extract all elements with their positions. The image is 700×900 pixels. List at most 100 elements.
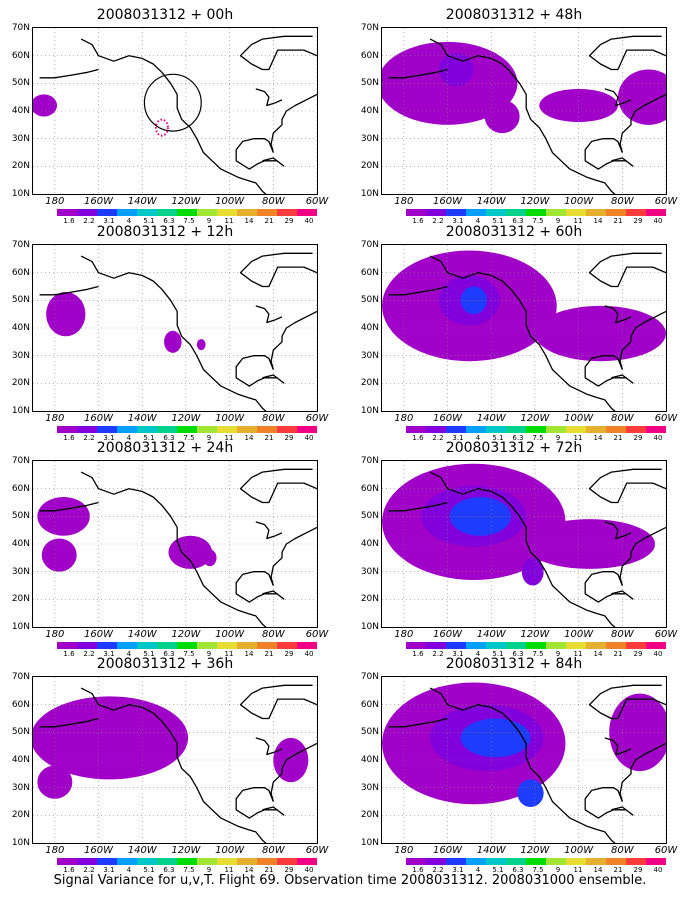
- panel-title: 2008031312 + 00h: [96, 7, 234, 23]
- colorbar-swatch: [297, 426, 317, 433]
- colorbar-label: 7.5: [183, 866, 195, 874]
- latitude-label: 50N: [360, 511, 379, 522]
- colorbar-swatch: [566, 426, 586, 433]
- colorbar-label: 2.2: [83, 434, 95, 442]
- colorbar-swatch: [237, 858, 257, 865]
- map-panel: 2008031312 + 48h 70N 60N 50N 40N 30N 20N 10N 180…: [349, 6, 679, 225]
- coastline: [429, 687, 616, 843]
- coastline: [239, 684, 317, 720]
- colorbar-swatch: [217, 209, 237, 216]
- latitude-label: 60N: [11, 267, 30, 278]
- colorbar-label: 21: [264, 650, 274, 658]
- colorbar-label: 3.1: [103, 434, 115, 442]
- latitude-label: 50N: [11, 511, 30, 522]
- variance-region: [484, 99, 520, 134]
- latitude-label: 20N: [360, 378, 379, 389]
- colorbar-label: 21: [613, 650, 623, 658]
- colorbar-swatch: [466, 858, 486, 865]
- panel-title: 2008031312 + 48h: [445, 7, 583, 23]
- colorbar-label: 7.5: [183, 650, 195, 658]
- coastline: [388, 501, 448, 512]
- colorbar-swatch: [426, 209, 446, 216]
- variance-region: [609, 693, 666, 772]
- latitude-label: 10N: [360, 189, 379, 199]
- coastline: [584, 787, 627, 819]
- coastline: [270, 526, 317, 586]
- colorbar-label: 3.1: [103, 866, 115, 874]
- colorbar-swatch: [446, 642, 466, 649]
- latitude-label: 20N: [11, 161, 30, 172]
- colorbar-label: 5.1: [143, 434, 155, 442]
- colorbar-swatch: [257, 426, 277, 433]
- latitude-label: 60N: [11, 483, 30, 494]
- coastline: [235, 355, 278, 387]
- colorbar-swatch: [277, 858, 297, 865]
- variance-region: [203, 549, 217, 567]
- colorbar-swatch: [526, 209, 546, 216]
- map-canvas: [382, 461, 666, 627]
- colorbar-swatch: [257, 858, 277, 865]
- map-canvas: [33, 245, 317, 411]
- colorbar-swatch: [157, 858, 177, 865]
- latitude-label: 70N: [11, 240, 30, 250]
- variance-region: [524, 519, 656, 569]
- latitude-label: 50N: [11, 78, 30, 89]
- longitude-label: 160W: [84, 845, 114, 856]
- coastline: [619, 742, 666, 802]
- colorbar-label: 21: [264, 866, 274, 874]
- colorbar: [57, 209, 317, 216]
- colorbar-label: 2.2: [432, 650, 444, 658]
- colorbar-label: 29: [633, 434, 643, 442]
- coastline: [235, 787, 278, 819]
- colorbar-label: 40: [653, 434, 663, 442]
- longitude-label: 100W: [215, 629, 245, 640]
- colorbar-label: 1.6: [412, 434, 424, 442]
- colorbar-swatch: [586, 209, 606, 216]
- latitude-label: 50N: [11, 295, 30, 306]
- map-frame: [32, 460, 318, 628]
- longitude-label: 60W: [654, 845, 678, 856]
- coastline: [235, 138, 278, 170]
- colorbar-label: 4: [475, 866, 481, 874]
- colorbar-swatch: [237, 209, 257, 216]
- colorbar-swatch: [546, 426, 566, 433]
- latitude-label: 40N: [11, 539, 30, 549]
- coastline: [262, 157, 285, 167]
- colorbar-swatch: [426, 426, 446, 433]
- colorbar-swatch: [117, 426, 137, 433]
- panel-title: 2008031312 + 84h: [445, 656, 583, 672]
- colorbar-swatch: [566, 858, 586, 865]
- coastline: [39, 68, 99, 79]
- colorbar-label: 14: [244, 650, 254, 658]
- coastline: [255, 521, 283, 540]
- colorbar-label: 6.3: [163, 650, 175, 658]
- latitude-label: 50N: [11, 727, 30, 738]
- colorbar-label: 2.2: [83, 217, 95, 225]
- latitude-label: 60N: [11, 699, 30, 710]
- longitude-label: 140W: [476, 196, 506, 207]
- coastline: [584, 355, 627, 387]
- map-panel: 2008031312 + 84h 70N 60N 50N 40N 30N 20N 10N 180…: [349, 655, 679, 874]
- longitude-label: 60W: [654, 629, 678, 640]
- colorbar-swatch: [626, 209, 646, 216]
- colorbar-swatch: [217, 642, 237, 649]
- colorbar-label: 40: [304, 217, 314, 225]
- coastline: [235, 571, 278, 603]
- colorbar-label: 40: [653, 650, 663, 658]
- colorbar-label: 9: [555, 217, 561, 225]
- latitude-label: 30N: [11, 782, 30, 793]
- panel-title: 2008031312 + 24h: [96, 440, 234, 456]
- colorbar-label: 9: [206, 434, 212, 442]
- map-canvas: [382, 677, 666, 843]
- longitude-label: 100W: [215, 845, 245, 856]
- coastline: [588, 684, 666, 720]
- colorbar-swatch: [257, 209, 277, 216]
- colorbar-swatch: [486, 642, 506, 649]
- latitude-label: 70N: [11, 23, 30, 33]
- variance-region: [37, 765, 73, 799]
- variance-region: [33, 94, 58, 117]
- panel-title: 2008031312 + 36h: [96, 656, 234, 672]
- colorbar-swatch: [566, 209, 586, 216]
- latitude-label: 70N: [360, 672, 379, 682]
- colorbar-swatch: [197, 858, 217, 865]
